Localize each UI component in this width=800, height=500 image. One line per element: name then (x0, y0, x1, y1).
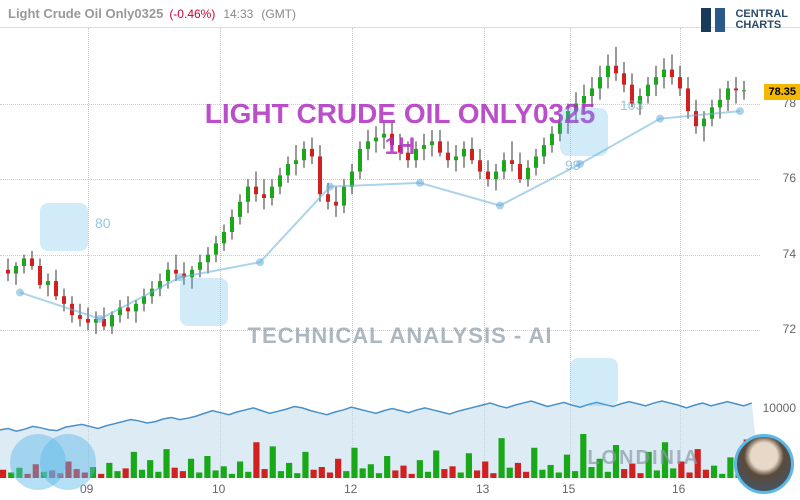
time-axis: 091012131516 (0, 478, 760, 500)
svg-text:80: 80 (95, 215, 111, 231)
watermark-icon (560, 108, 608, 156)
watermark-timeframe: 1H (385, 133, 416, 161)
assistant-avatar[interactable] (734, 434, 794, 494)
watermark-londinia: LONDINIA (587, 447, 700, 470)
timezone: (GMT) (261, 7, 296, 21)
watermark-icon (570, 358, 618, 406)
svg-text:99: 99 (565, 157, 581, 173)
watermark-icon (40, 203, 88, 251)
watermark-title: LIGHT CRUDE OIL ONLY0325 (205, 98, 596, 130)
instrument-title: Light Crude Oil Only0325 (8, 6, 163, 21)
nav-arrow-right-icon[interactable] (40, 434, 96, 490)
price-axis: 72747678 (760, 28, 800, 368)
svg-text:103: 103 (620, 97, 644, 113)
watermark-ta: TECHNICAL ANALYSIS - AI (248, 323, 553, 349)
pct-change: (-0.46%) (169, 7, 215, 21)
time-stamp: 14:33 (223, 7, 253, 21)
chart-header: Light Crude Oil Only0325 (-0.46%) 14:33 … (0, 0, 800, 28)
watermark-icon (180, 278, 228, 326)
last-price-tag: 78.35 (764, 84, 800, 100)
chart-area: 8010399 72747678 10000 091012131516 78.3… (0, 28, 800, 500)
candlestick-chart[interactable]: 80 103 99 (0, 28, 760, 368)
